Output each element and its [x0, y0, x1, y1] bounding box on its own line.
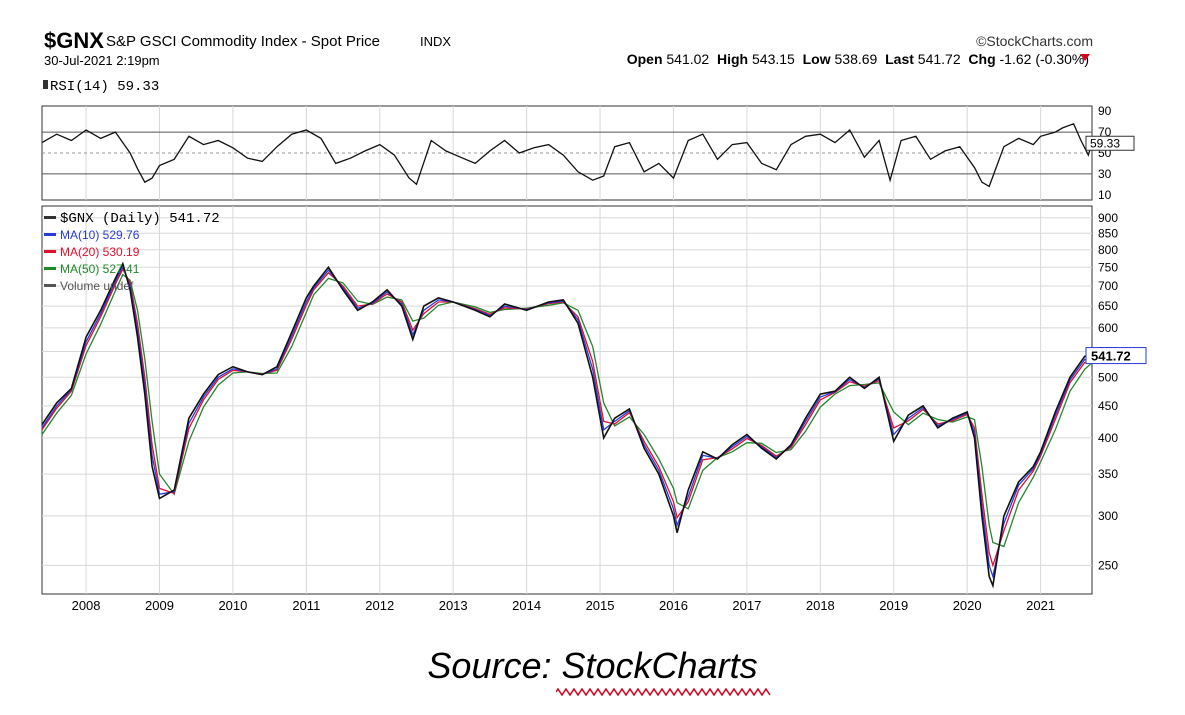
price-legend: $GNX (Daily) 541.72 — [60, 211, 220, 227]
x-tick-label: 2015 — [586, 598, 615, 613]
high-label: High — [717, 51, 749, 67]
price-tick-label: 800 — [1098, 243, 1118, 257]
x-tick-label: 2012 — [365, 598, 394, 613]
ma20-line — [41, 267, 1093, 568]
x-tick-label: 2021 — [1026, 598, 1055, 613]
price-tick-label: 650 — [1098, 299, 1118, 313]
open-value: 541.02 — [666, 51, 710, 67]
open-label: Open — [626, 51, 663, 67]
rsi-tick-label: 90 — [1098, 104, 1112, 118]
index-name: S&P GSCI Commodity Index - Spot Price — [106, 33, 380, 50]
source-caption: Source: StockCharts — [0, 645, 1185, 687]
source-name: StockCharts — [561, 645, 758, 686]
price-line — [41, 261, 1093, 589]
chg-label: Chg — [968, 51, 996, 67]
quote-bar: Open 541.02 High 543.15 Low 538.69 Last … — [627, 51, 1089, 67]
source-prefix: Source: — [427, 645, 562, 686]
rsi-tick-label: 70 — [1098, 125, 1112, 139]
price-last-tag — [1085, 347, 1147, 365]
price-tick-label: 350 — [1098, 467, 1118, 481]
symbol-title: $GNX — [44, 28, 104, 53]
rsi-legend: RSI(14) 59.33 — [50, 79, 159, 95]
price-tick-label: 750 — [1098, 260, 1118, 274]
rsi-line — [41, 122, 1093, 188]
datetime-label: 30-Jul-2021 2:19pm — [44, 53, 160, 68]
x-tick-label: 2011 — [292, 598, 320, 613]
rsi-last-label: 59.33 — [1090, 136, 1120, 150]
ma20-legend: MA(20) 530.19 — [60, 245, 140, 259]
ma50-legend: MA(50) 527.41 — [60, 262, 140, 276]
price-tick-label: 250 — [1098, 558, 1118, 572]
x-tick-label: 2017 — [732, 598, 761, 613]
x-tick-label: 2018 — [806, 598, 835, 613]
x-tick-label: 2016 — [659, 598, 688, 613]
volume-legend-swatch — [44, 284, 56, 287]
ma10-legend-swatch — [44, 233, 56, 236]
chg-value: -1.62 (-0.30%) — [999, 51, 1089, 67]
last-label: Last — [885, 51, 914, 67]
x-tick-label: 2019 — [879, 598, 908, 613]
price-tick-label: 900 — [1098, 211, 1118, 225]
price-tick-label: 850 — [1098, 226, 1118, 240]
price-tick-label: 450 — [1098, 399, 1118, 413]
rsi-tick-label: 30 — [1098, 167, 1112, 181]
price-frame — [41, 205, 1093, 595]
high-value: 543.15 — [752, 51, 795, 67]
x-axis: 2008 2009 2010 2011 2012 2013 2014 2015 2016 2017… — [72, 598, 1055, 613]
price-tick-label: 300 — [1098, 509, 1118, 523]
price-panel: 9008508007507006506005505004504003503002… — [41, 205, 1147, 595]
ma20-legend-swatch — [44, 250, 56, 253]
price-tick-label: 500 — [1098, 370, 1118, 384]
x-tick-label: 2020 — [953, 598, 982, 613]
ma10-legend: MA(10) 529.76 — [60, 228, 140, 242]
x-tick-label: 2013 — [439, 598, 468, 613]
volume-legend: Volume undef — [60, 279, 134, 293]
rsi-tick-label: 10 — [1098, 188, 1112, 202]
x-tick-label: 2014 — [512, 598, 541, 613]
low-value: 538.69 — [834, 51, 878, 67]
ma50-legend-swatch — [44, 267, 56, 270]
exchange-label: INDX — [420, 34, 452, 49]
rsi-legend-icon — [43, 80, 48, 89]
spellcheck-underline-icon — [556, 688, 771, 696]
brand-label: ©StockCharts.com — [976, 33, 1093, 49]
rsi-last-tag — [1085, 135, 1135, 151]
price-tick-label: 400 — [1098, 431, 1118, 445]
down-arrow-icon — [1080, 54, 1090, 61]
x-tick-label: 2008 — [72, 598, 101, 613]
price-tick-label: 600 — [1098, 321, 1118, 335]
x-tick-label: 2009 — [145, 598, 174, 613]
price-last-label: 541.72 — [1091, 349, 1131, 364]
x-tick-label: 2010 — [218, 598, 247, 613]
price-tick-label: 700 — [1098, 279, 1118, 293]
last-value: 541.72 — [917, 51, 961, 67]
low-label: Low — [802, 51, 831, 67]
price-legend-swatch — [44, 216, 56, 219]
